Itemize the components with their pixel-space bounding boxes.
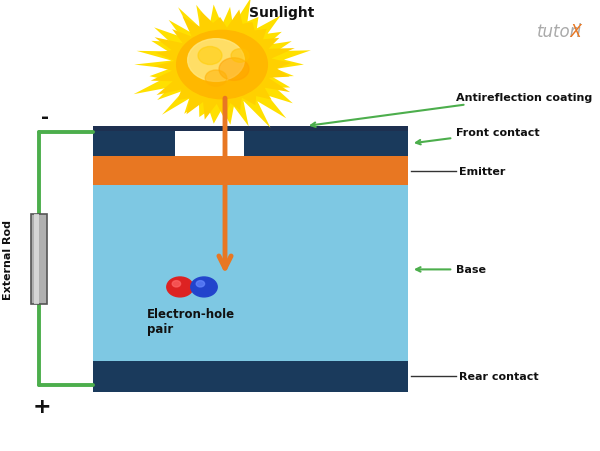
Bar [93, 156, 408, 186]
Text: Base: Base [416, 265, 486, 275]
Text: Rear contact: Rear contact [459, 372, 539, 382]
Circle shape [172, 281, 181, 287]
Bar [93, 186, 408, 361]
Circle shape [198, 47, 222, 65]
Text: Electron-hole
pair: Electron-hole pair [147, 308, 235, 336]
Polygon shape [151, 10, 295, 120]
Text: Sunlight: Sunlight [249, 6, 314, 20]
Text: X: X [539, 23, 582, 41]
Circle shape [196, 281, 205, 287]
Text: Antireflection coating: Antireflection coating [311, 92, 592, 128]
Bar [31, 214, 47, 304]
Text: External Rod: External Rod [3, 219, 13, 299]
Text: tutori: tutori [537, 23, 582, 41]
Circle shape [219, 59, 249, 81]
Bar [93, 132, 175, 156]
Text: +: + [32, 396, 52, 416]
Text: Emitter: Emitter [459, 166, 505, 176]
Bar [244, 132, 408, 156]
Circle shape [167, 277, 193, 297]
Bar [34, 214, 39, 304]
Circle shape [231, 50, 249, 63]
Text: -: - [41, 107, 49, 127]
Bar [93, 126, 408, 132]
Circle shape [205, 71, 227, 87]
Bar [93, 361, 408, 392]
Circle shape [191, 277, 217, 297]
Text: Front contact: Front contact [416, 128, 539, 145]
Circle shape [188, 40, 244, 82]
Circle shape [176, 31, 268, 100]
Polygon shape [134, 0, 311, 129]
